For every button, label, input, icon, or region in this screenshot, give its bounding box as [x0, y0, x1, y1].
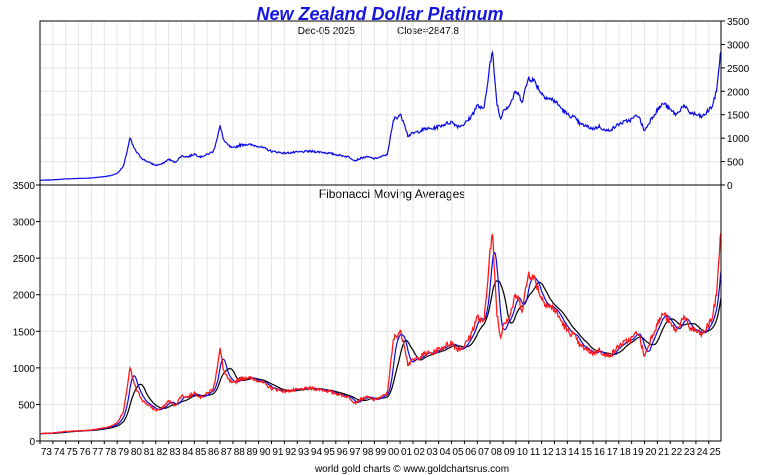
x-tick-label: 99 [375, 447, 387, 458]
x-tick-label: 97 [350, 447, 362, 458]
x-tick-label: 84 [182, 447, 194, 458]
x-tick-label: 04 [440, 447, 452, 458]
x-tick-label: 76 [79, 447, 91, 458]
x-tick-label: 89 [247, 447, 259, 458]
x-tick-label: 21 [658, 447, 670, 458]
x-tick-label: 80 [131, 447, 143, 458]
x-tick-label: 95 [324, 447, 336, 458]
x-tick-label: 03 [427, 447, 439, 458]
x-tick-label: 90 [259, 447, 271, 458]
price-line [40, 50, 722, 181]
y-tick-label: 0 [727, 181, 733, 192]
x-tick-label: 98 [362, 447, 374, 458]
x-tick-label: 20 [645, 447, 657, 458]
x-tick-label: 05 [452, 447, 464, 458]
x-tick-label: 00 [388, 447, 400, 458]
x-tick-label: 77 [92, 447, 104, 458]
x-tick-label: 93 [298, 447, 310, 458]
x-tick-label: 91 [272, 447, 284, 458]
x-tick-label: 11 [530, 447, 541, 458]
x-tick-label: 10 [517, 447, 529, 458]
x-tick-label: 07 [478, 447, 490, 458]
lower-panel-y-axis: 0 500 1000 1500 2000 2500 3000 3500 [13, 181, 40, 448]
lower-panel-grid [39, 184, 721, 442]
x-tick-label: 74 [54, 447, 66, 458]
y-tick-label: 3500 [13, 181, 36, 192]
x-tick-label: 81 [144, 447, 156, 458]
y-tick-label: 1500 [13, 327, 36, 338]
y-tick-label: 3000 [13, 218, 36, 229]
x-tick-label: 83 [169, 447, 181, 458]
x-tick-label: 16 [594, 447, 606, 458]
x-tick-label: 73 [41, 447, 53, 458]
y-tick-label: 500 [18, 400, 35, 411]
x-tick-label: 15 [581, 447, 593, 458]
x-tick-label: 14 [568, 447, 580, 458]
x-tick-label: 23 [684, 447, 696, 458]
footer-credit: world gold charts © www.goldchartsrus.co… [314, 464, 509, 475]
y-tick-label: 1500 [727, 111, 750, 122]
x-tick-label: 24 [697, 447, 709, 458]
y-tick-label: 1000 [727, 134, 750, 145]
y-tick-label: 500 [727, 158, 744, 169]
y-tick-label: 3500 [727, 17, 750, 28]
x-tick-label: 92 [285, 447, 297, 458]
y-tick-label: 0 [29, 437, 35, 448]
x-tick-label: 85 [195, 447, 207, 458]
x-tick-label: 09 [504, 447, 516, 458]
x-tick-label: 87 [221, 447, 233, 458]
x-tick-label: 82 [157, 447, 169, 458]
x-tick-label: 79 [118, 447, 130, 458]
x-tick-label: 18 [620, 447, 632, 458]
x-tick-label: 06 [465, 447, 477, 458]
date-label: Dec-05 2025 [298, 26, 356, 37]
lower-panel-x-axis: 73 74 75 76 77 78 79 80 81 82 83 84 85 86 87 88 89 90 91 92… [39, 441, 722, 458]
top-panel-y-axis: 0 500 1000 1500 2000 2500 3000 3500 [721, 17, 750, 192]
chart-title: New Zealand Dollar Platinum [256, 4, 503, 24]
x-tick-label: 08 [491, 447, 503, 458]
close-value-label: Close=2847.8 [397, 26, 459, 37]
x-tick-label: 13 [555, 447, 567, 458]
y-tick-label: 2500 [727, 64, 750, 75]
y-tick-label: 2500 [13, 254, 36, 265]
y-tick-label: 2000 [13, 291, 36, 302]
x-tick-label: 19 [632, 447, 644, 458]
lower-panel-moving-averages [39, 232, 722, 435]
x-tick-label: 12 [542, 447, 554, 458]
x-tick-label: 96 [337, 447, 349, 458]
x-tick-label: 94 [311, 447, 323, 458]
top-panel-price-series [40, 50, 722, 181]
moving-average-fast [39, 232, 722, 435]
lower-panel-frame [39, 184, 722, 442]
y-tick-label: 1000 [13, 364, 36, 375]
top-panel-grid [39, 20, 721, 186]
y-tick-label: 3000 [727, 40, 750, 51]
x-tick-label: 86 [208, 447, 220, 458]
lower-panel-title: Fibonacci Moving Averages [319, 187, 466, 201]
y-tick-label: 2000 [727, 87, 750, 98]
x-tick-label: 75 [67, 447, 79, 458]
x-tick-label: 02 [414, 447, 426, 458]
x-tick-label: 25 [710, 447, 722, 458]
x-tick-label: 22 [671, 447, 683, 458]
x-tick-label: 17 [607, 447, 619, 458]
x-tick-label: 88 [234, 447, 246, 458]
x-tick-label: 78 [105, 447, 117, 458]
x-tick-label: 01 [401, 447, 413, 458]
